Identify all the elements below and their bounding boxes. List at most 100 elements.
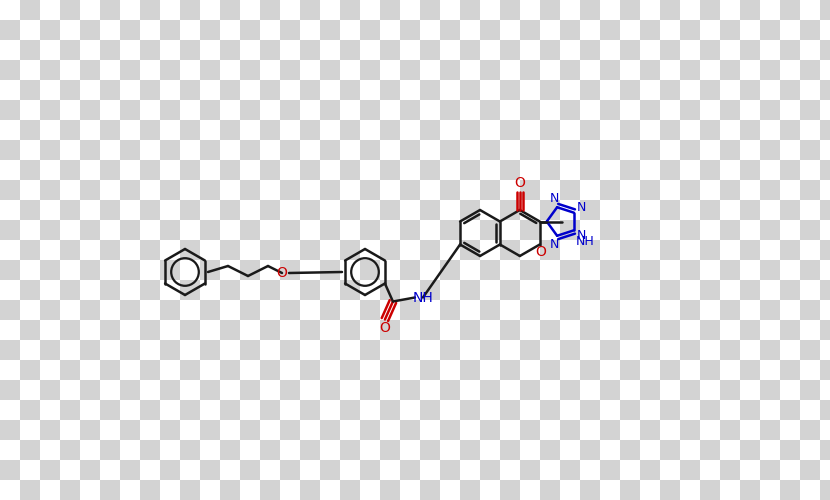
Bar [280, 300, 300, 320]
Bar [760, 280, 780, 300]
Bar [360, 120, 380, 140]
Bar [680, 240, 700, 260]
Bar [760, 380, 780, 400]
Bar [680, 100, 700, 120]
Bar [100, 340, 120, 360]
Bar [720, 120, 740, 140]
Bar [160, 60, 180, 80]
Bar [700, 40, 720, 60]
Bar [40, 40, 60, 60]
Bar [620, 60, 640, 80]
Bar [820, 120, 830, 140]
Bar [800, 80, 820, 100]
Bar [60, 400, 80, 420]
Bar [360, 200, 380, 220]
Bar [80, 40, 100, 60]
Bar [260, 60, 280, 80]
Bar [520, 340, 540, 360]
Bar [100, 380, 120, 400]
Bar [680, 40, 700, 60]
Bar [640, 420, 660, 440]
Bar [300, 0, 320, 20]
Bar [260, 400, 280, 420]
Bar [200, 60, 220, 80]
Bar [540, 40, 560, 60]
Bar [40, 260, 60, 280]
Bar [600, 160, 620, 180]
Bar [800, 140, 820, 160]
Bar [0, 460, 20, 480]
Bar [740, 20, 760, 40]
Bar [400, 100, 420, 120]
Bar [240, 80, 260, 100]
Bar [440, 240, 460, 260]
Bar [200, 260, 220, 280]
Bar [680, 460, 700, 480]
Bar [600, 360, 620, 380]
Bar [660, 280, 680, 300]
Bar [260, 160, 280, 180]
Bar [340, 380, 360, 400]
Bar [520, 160, 540, 180]
Bar [0, 120, 20, 140]
Bar [400, 160, 420, 180]
Bar [580, 360, 600, 380]
Bar [600, 320, 620, 340]
Bar [80, 400, 100, 420]
Bar [320, 180, 340, 200]
Bar [700, 0, 720, 20]
Bar [420, 80, 440, 100]
Bar [60, 440, 80, 460]
Bar [80, 380, 100, 400]
Bar [500, 20, 520, 40]
Text: O: O [515, 176, 525, 190]
Bar [340, 440, 360, 460]
Bar [560, 300, 580, 320]
Bar [640, 360, 660, 380]
Bar [480, 60, 500, 80]
Bar [460, 40, 480, 60]
Bar [280, 460, 300, 480]
Bar [60, 360, 80, 380]
Bar [620, 240, 640, 260]
Bar [380, 460, 400, 480]
Bar [220, 140, 240, 160]
Bar [620, 200, 640, 220]
Bar [600, 100, 620, 120]
Bar [660, 60, 680, 80]
Bar [60, 480, 80, 500]
Text: N: N [577, 201, 586, 214]
Bar [520, 380, 540, 400]
Bar [820, 340, 830, 360]
Bar [440, 0, 460, 20]
Bar [320, 400, 340, 420]
Bar [620, 160, 640, 180]
Bar [160, 260, 180, 280]
Bar [780, 140, 800, 160]
Bar [740, 220, 760, 240]
Bar [360, 220, 380, 240]
Bar [0, 100, 20, 120]
Bar [120, 100, 140, 120]
Bar [320, 140, 340, 160]
Bar [320, 20, 340, 40]
Bar [240, 160, 260, 180]
Bar [580, 40, 600, 60]
Bar [0, 380, 20, 400]
Bar [260, 100, 280, 120]
Bar [700, 20, 720, 40]
Bar [260, 180, 280, 200]
Bar [180, 40, 200, 60]
Bar [0, 320, 20, 340]
Bar [540, 240, 560, 260]
Bar [720, 360, 740, 380]
Bar [440, 60, 460, 80]
Bar [280, 140, 300, 160]
Bar [520, 320, 540, 340]
Bar [560, 200, 580, 220]
Bar [540, 180, 560, 200]
Bar [360, 280, 380, 300]
Bar [120, 400, 140, 420]
Bar [540, 20, 560, 40]
Bar [640, 440, 660, 460]
